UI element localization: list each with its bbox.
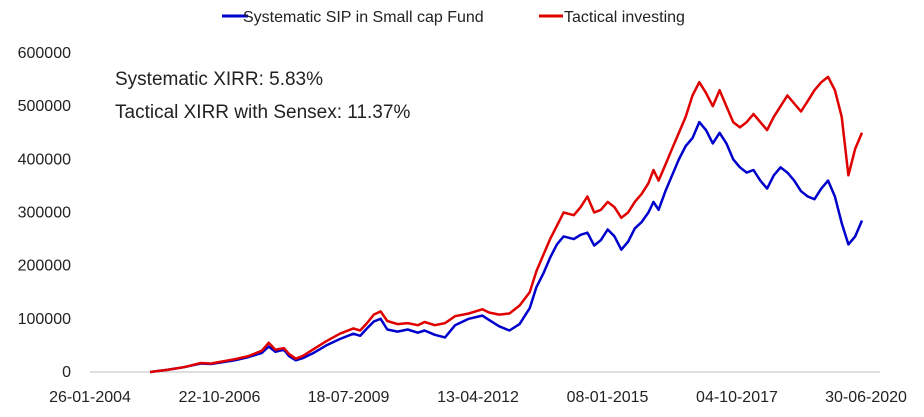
x-tick-label: 26-01-2004 xyxy=(49,389,131,406)
legend-label-tactical: Tactical investing xyxy=(564,9,685,26)
x-tick-label: 18-07-2009 xyxy=(308,389,390,406)
legend: Systematic SIP in Small cap Fund Tactica… xyxy=(222,9,685,26)
y-tick-label: 400000 xyxy=(18,151,71,168)
y-tick-label: 0 xyxy=(62,364,71,381)
x-tick-label: 08-01-2015 xyxy=(567,389,649,406)
annotation-tactical-xirr: Tactical XIRR with Sensex: 11.37% xyxy=(115,102,410,123)
x-tick-label: 22-10-2006 xyxy=(179,389,261,406)
y-tick-label: 100000 xyxy=(18,311,71,328)
y-tick-label: 300000 xyxy=(18,205,71,222)
y-tick-label: 200000 xyxy=(18,258,71,275)
x-tick-label: 30-06-2020 xyxy=(825,389,907,406)
y-tick-label: 600000 xyxy=(18,45,71,62)
series-line-systematic xyxy=(149,120,864,374)
legend-label-systematic: Systematic SIP in Small cap Fund xyxy=(243,9,484,26)
series-line-tactical xyxy=(149,75,864,374)
x-tick-label: 04-10-2017 xyxy=(696,389,778,406)
annotation-systematic-xirr: Systematic XIRR: 5.83% xyxy=(115,69,323,90)
x-axis: 26-01-2004 22-10-2006 18-07-2009 13-04-2012… xyxy=(49,389,907,406)
x-tick-label: 13-04-2012 xyxy=(437,389,519,406)
y-tick-label: 500000 xyxy=(18,98,71,115)
y-axis: 0 100000 200000 300000 400000 500000 600000 xyxy=(18,45,71,381)
plot-area xyxy=(149,75,864,374)
